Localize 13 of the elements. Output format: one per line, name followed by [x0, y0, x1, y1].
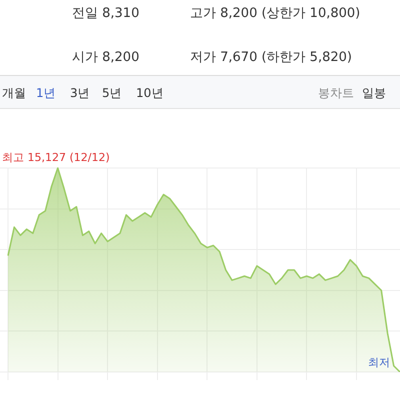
text: 개월 — [2, 85, 26, 102]
annotation: 최저 — [368, 355, 390, 370]
text: 최고 15,127 (12/12) — [2, 150, 110, 165]
text: 시가 8,200 — [72, 49, 140, 66]
text: 저가 7,670 (하한가 5,820) — [190, 49, 352, 66]
text: 일봉 — [362, 85, 386, 102]
text: 고가 8,200 (상한가 10,800) — [190, 5, 360, 22]
text: 3년 — [70, 85, 90, 102]
text: 10년 — [136, 85, 164, 102]
text: 1년 — [36, 85, 56, 102]
text: 5년 — [102, 85, 122, 102]
text: 봉차트 — [318, 85, 354, 102]
text: 전일 8,310 — [72, 5, 140, 22]
